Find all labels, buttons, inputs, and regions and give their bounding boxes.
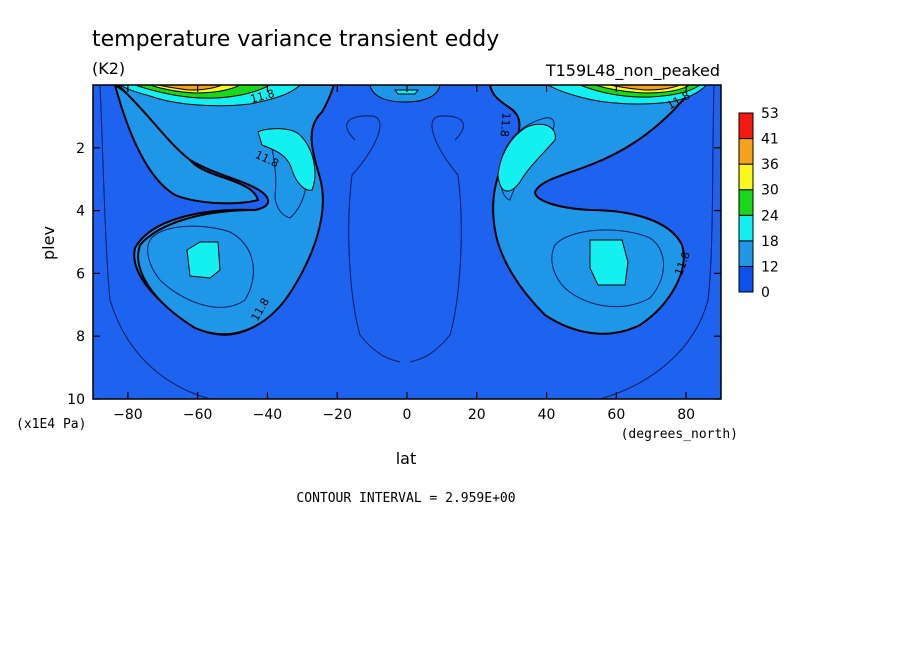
region-left-18-lower: [186, 241, 221, 279]
x-tick-label: 60: [607, 407, 625, 423]
run-label: T159L48_non_peaked: [545, 61, 720, 81]
colorbar-label: 18: [761, 234, 779, 250]
contour-right-inner-1: [551, 229, 664, 308]
contour-line-center-left: [346, 115, 401, 363]
chart-title: temperature variance transient eddy: [92, 27, 499, 52]
region-left-18-upper: [257, 128, 316, 191]
y-axis: 2 4 6 8 10: [67, 141, 721, 408]
y-tick-label: 8: [76, 329, 85, 345]
region-right-18-upper: [497, 123, 556, 192]
y-units: (x1E4 Pa): [16, 417, 86, 432]
y-tick-label: 10: [67, 392, 85, 408]
contour-label-left-top: 11.8: [249, 87, 276, 106]
colorbar-label: 41: [761, 132, 779, 148]
units-label: (K2): [92, 59, 125, 78]
x-units: (degrees_north): [621, 427, 738, 442]
colorbar-label: 0: [761, 285, 770, 301]
colorbar-label: 12: [761, 259, 779, 275]
colorbar-label: 24: [761, 208, 779, 224]
colorbar-swatch: [738, 138, 754, 165]
colorbar-label: 53: [761, 106, 779, 122]
y-tick-label: 2: [76, 141, 85, 157]
x-tick-label: −60: [183, 407, 213, 423]
x-tick-label: 0: [403, 407, 412, 423]
region-right-top-36: [609, 85, 681, 91]
y-tick-label: 4: [76, 204, 85, 220]
colorbar-swatch: [738, 163, 754, 191]
colorbar-swatch: [738, 112, 754, 140]
colorbar-swatch: [738, 240, 754, 267]
colorbar-label: 30: [761, 183, 779, 199]
colorbar-swatch: [738, 189, 754, 216]
x-tick-label: 80: [677, 407, 695, 423]
contour-label-right-mid: 11.8: [498, 112, 513, 138]
x-tick-label: −20: [322, 407, 352, 423]
contour-line-outer-right: [599, 85, 715, 399]
contour-interval: CONTOUR INTERVAL = 2.959E+00: [296, 491, 515, 506]
x-tick-label: 40: [538, 407, 556, 423]
x-axis-label: lat: [396, 449, 417, 468]
contour-line-center-right: [409, 115, 464, 363]
region-right-18-lower: [589, 239, 629, 286]
x-tick-label: −40: [253, 407, 283, 423]
x-axis: −80 −60 −40 −20 0 20 40 60 80: [113, 85, 695, 423]
region-left-top-36: [157, 85, 223, 91]
x-tick-label: −80: [113, 407, 143, 423]
y-tick-label: 6: [76, 266, 85, 282]
colorbar: 0 12 18 24 30 36 41 53: [738, 106, 779, 301]
y-axis-label: plev: [39, 226, 58, 260]
contour-left-inner-1: [147, 225, 254, 308]
x-tick-label: 20: [468, 407, 486, 423]
plot-area: 11.8 11.8 11.8 11.8 11.8 11.8: [93, 85, 721, 399]
colorbar-swatch: [738, 265, 754, 293]
contour-line-outer-left: [99, 85, 211, 399]
colorbar-label: 36: [761, 157, 779, 173]
colorbar-swatch: [738, 214, 754, 242]
